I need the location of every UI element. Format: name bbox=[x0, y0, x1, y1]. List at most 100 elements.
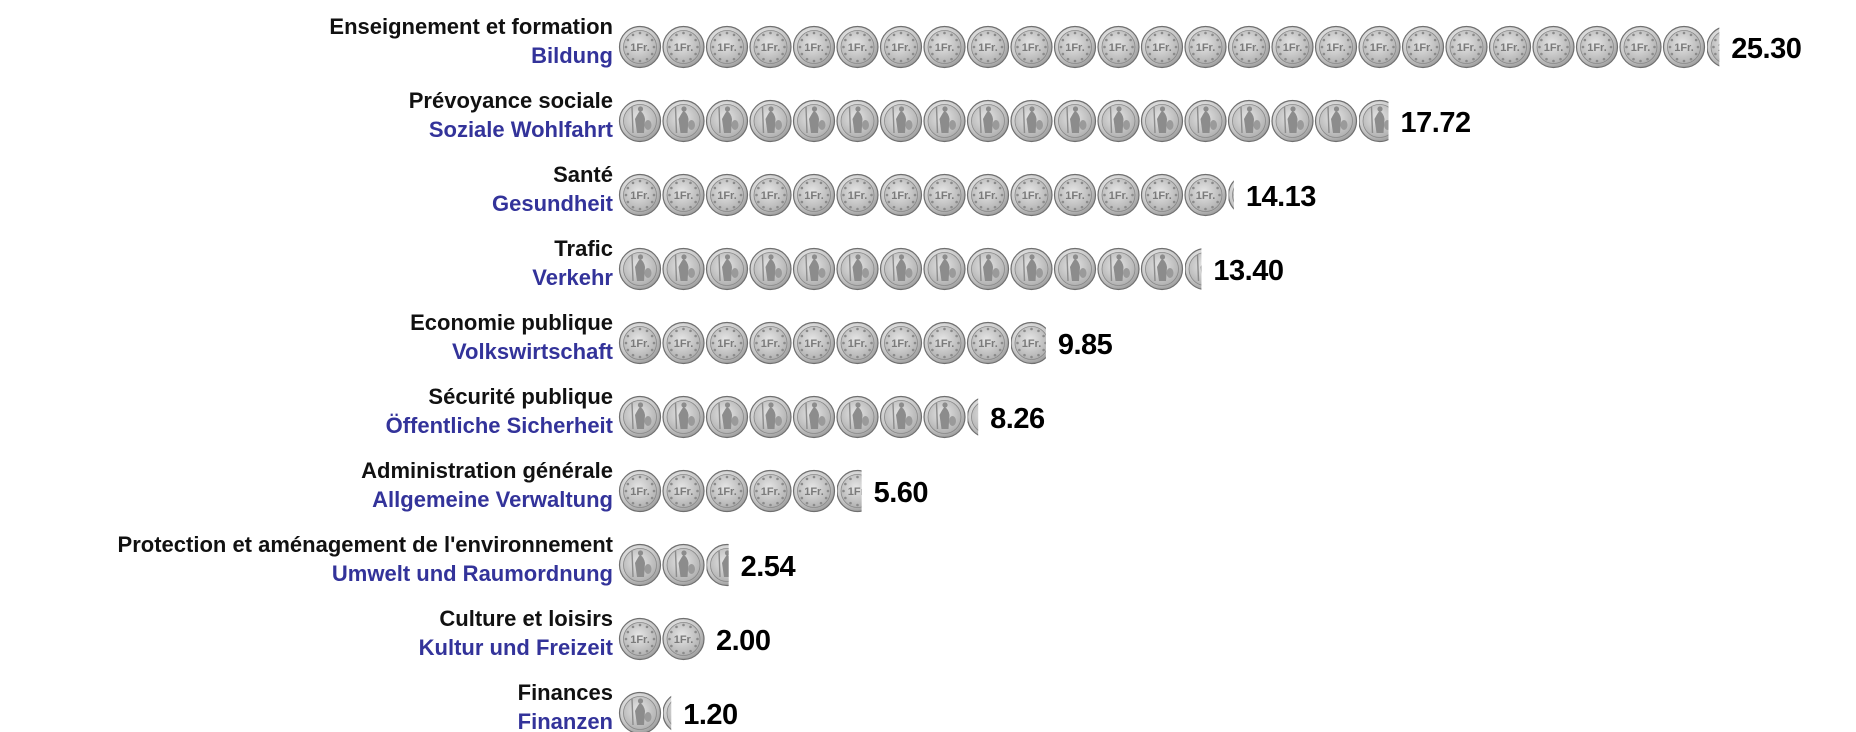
value-label: 14.13 bbox=[1246, 181, 1316, 213]
svg-text:1Fr.: 1Fr. bbox=[935, 42, 955, 54]
coin-icon: 1Fr. bbox=[1184, 25, 1227, 69]
coin-icon: 1Fr. bbox=[1053, 25, 1097, 69]
svg-text:1Fr.: 1Fr. bbox=[630, 42, 650, 54]
value-label: 25.30 bbox=[1731, 33, 1801, 65]
svg-text:1Fr.: 1Fr. bbox=[891, 42, 911, 54]
category-label-de: Öffentliche Sicherheit bbox=[386, 413, 614, 438]
svg-text:1Fr.: 1Fr. bbox=[674, 338, 694, 350]
coin-icon: 1Fr. bbox=[1140, 173, 1184, 217]
svg-text:1Fr.: 1Fr. bbox=[978, 42, 998, 54]
svg-text:1Fr.: 1Fr. bbox=[1674, 42, 1694, 54]
category-label-de: Allgemeine Verwaltung bbox=[372, 487, 613, 512]
coin-icon: 1Fr. bbox=[1488, 25, 1532, 69]
category-label-de: Volkswirtschaft bbox=[452, 339, 614, 364]
coin-icon: 1Fr. bbox=[1053, 173, 1097, 217]
coin-icon: 1Fr. bbox=[618, 321, 662, 365]
coin-icon-partial: 1Fr. bbox=[1228, 180, 1234, 210]
svg-text:1Fr.: 1Fr. bbox=[804, 486, 824, 498]
chart-row: Trafic Verkehr 13.40 bbox=[532, 236, 1284, 291]
category-label-de: Verkehr bbox=[532, 265, 613, 290]
svg-text:1Fr.: 1Fr. bbox=[717, 190, 737, 202]
svg-text:1Fr.: 1Fr. bbox=[1718, 42, 1738, 54]
coin-icon: 1Fr. bbox=[879, 25, 923, 69]
category-label-de: Kultur und Freizeit bbox=[419, 635, 614, 660]
category-label-fr: Trafic bbox=[554, 236, 613, 261]
coin-icon: 1Fr. bbox=[792, 469, 836, 513]
coin-icon: 1Fr. bbox=[1445, 25, 1488, 69]
svg-text:1Fr.: 1Fr. bbox=[848, 42, 868, 54]
coin-icon bbox=[923, 395, 966, 439]
coin-icon: 1Fr. bbox=[618, 617, 662, 661]
coin-icon: 1Fr. bbox=[749, 321, 792, 365]
svg-text:1Fr.: 1Fr. bbox=[1152, 190, 1172, 202]
coin-icon-partial bbox=[967, 398, 979, 436]
coin-icon: 1Fr. bbox=[1662, 25, 1706, 69]
coin-icon bbox=[836, 99, 879, 143]
svg-text:1Fr.: 1Fr. bbox=[935, 338, 955, 350]
svg-text:1Fr.: 1Fr. bbox=[978, 338, 998, 350]
value-label: 9.85 bbox=[1058, 329, 1113, 361]
category-label-de: Soziale Wohlfahrt bbox=[429, 117, 614, 142]
coin-icon: 1Fr. bbox=[879, 321, 923, 365]
category-label-fr: Culture et loisirs bbox=[439, 606, 613, 631]
coin-icon bbox=[618, 543, 662, 587]
svg-text:1Fr.: 1Fr. bbox=[891, 338, 911, 350]
coin-icon: 1Fr. bbox=[705, 469, 749, 513]
svg-text:1Fr.: 1Fr. bbox=[1326, 42, 1346, 54]
coin-icon bbox=[1314, 99, 1358, 143]
svg-text:1Fr.: 1Fr. bbox=[761, 42, 781, 54]
category-label-fr: Economie publique bbox=[410, 310, 613, 335]
coin-icon: 1Fr. bbox=[1227, 25, 1271, 69]
coin-icon: 1Fr. bbox=[1097, 173, 1140, 217]
coin-icon bbox=[792, 395, 836, 439]
svg-text:1Fr.: 1Fr. bbox=[1022, 42, 1042, 54]
coin-icon bbox=[792, 99, 836, 143]
coin-icon: 1Fr. bbox=[705, 173, 749, 217]
coin-icon: 1Fr. bbox=[1140, 25, 1184, 69]
coin-icon bbox=[966, 99, 1010, 143]
svg-text:1Fr.: 1Fr. bbox=[1283, 42, 1303, 54]
svg-text:1Fr.: 1Fr. bbox=[630, 634, 650, 646]
chart-row: Enseignement et formation Bildung 1Fr. 1Fr.… bbox=[329, 14, 1802, 69]
coin-icon bbox=[749, 99, 792, 143]
coin-icon bbox=[1140, 99, 1184, 143]
coin-icon bbox=[705, 99, 749, 143]
coin-icon: 1Fr. bbox=[662, 25, 705, 69]
svg-text:1Fr.: 1Fr. bbox=[1196, 190, 1216, 202]
svg-text:1Fr.: 1Fr. bbox=[1500, 42, 1520, 54]
coin-icon bbox=[1010, 99, 1053, 143]
coin-icon: 1Fr. bbox=[1010, 25, 1053, 69]
coin-icon bbox=[662, 99, 705, 143]
svg-text:1Fr.: 1Fr. bbox=[674, 486, 694, 498]
category-label-fr: Santé bbox=[553, 162, 613, 187]
category-label-fr: Enseignement et formation bbox=[329, 14, 613, 39]
coin-icon: 1Fr. bbox=[966, 321, 1010, 365]
svg-text:1Fr.: 1Fr. bbox=[891, 190, 911, 202]
coin-icon: 1Fr. bbox=[662, 173, 705, 217]
category-label-de: Bildung bbox=[531, 43, 613, 68]
coin-icon-partial bbox=[1359, 99, 1389, 143]
coin-icon bbox=[749, 395, 792, 439]
coin-icon bbox=[618, 395, 662, 439]
category-label-de: Finanzen bbox=[518, 709, 613, 732]
svg-text:1Fr.: 1Fr. bbox=[1413, 42, 1433, 54]
coin-icon: 1Fr. bbox=[923, 173, 966, 217]
coin-icon: 1Fr. bbox=[792, 25, 836, 69]
svg-text:1Fr.: 1Fr. bbox=[1631, 42, 1651, 54]
chart-row: Economie publique Volkswirtschaft 1Fr. 1Fr.… bbox=[410, 310, 1113, 365]
coin-icon bbox=[792, 247, 836, 291]
coin-icon-partial bbox=[706, 543, 729, 587]
svg-text:1Fr.: 1Fr. bbox=[630, 190, 650, 202]
coin-icon: 1Fr. bbox=[923, 25, 966, 69]
coin-icon-partial bbox=[1185, 248, 1202, 290]
svg-text:1Fr.: 1Fr. bbox=[804, 42, 824, 54]
coin-icon bbox=[879, 247, 923, 291]
value-label: 13.40 bbox=[1213, 255, 1283, 287]
coin-icon bbox=[618, 247, 662, 291]
coin-icon: 1Fr. bbox=[1358, 25, 1401, 69]
coin-icon: 1Fr. bbox=[879, 173, 923, 217]
coin-icon bbox=[1053, 247, 1097, 291]
svg-text:1Fr.: 1Fr. bbox=[1022, 190, 1042, 202]
value-label: 17.72 bbox=[1401, 107, 1471, 139]
